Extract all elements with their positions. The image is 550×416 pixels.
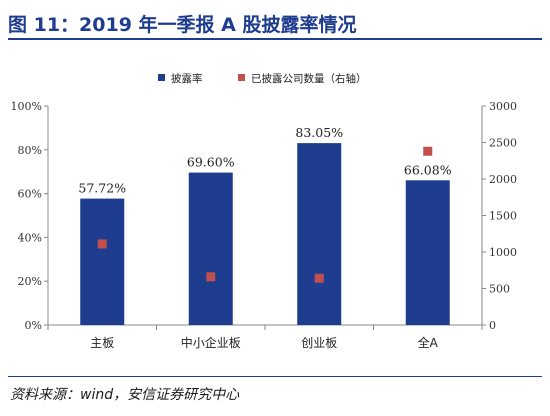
- right-axis-tick-label: 3000: [489, 100, 517, 113]
- left-axis-tick-label: 100%: [11, 100, 42, 113]
- count-marker-2: [314, 273, 324, 283]
- source-divider: [8, 376, 542, 377]
- disclosure-chart: 披露率 已披露公司数量（右轴） 0% 20% 40% 60% 80% 100% 0 500 1000…: [11, 72, 517, 350]
- legend-label-disclosure-rate: 披露率: [171, 72, 203, 85]
- right-axis-tick-label: 0: [489, 319, 496, 332]
- chart-area: 披露率 已披露公司数量（右轴） 0% 20% 40% 60% 80% 100% 0 500 1000…: [8, 58, 542, 378]
- right-axis-tick-label: 500: [489, 283, 510, 296]
- count-marker-3: [423, 146, 433, 156]
- category-label: 全A: [418, 335, 439, 350]
- bar-3: [405, 180, 450, 325]
- legend-swatch-disclosure-rate: [158, 74, 165, 81]
- right-axis-tick-label: 2000: [489, 173, 517, 186]
- left-axis-tick-label: 60%: [18, 188, 42, 201]
- bar-2: [297, 143, 342, 325]
- figure-title: 图 11：2019 年一季报 A 股披露率情况: [8, 14, 357, 36]
- source-note: 资料来源：wind，安信证券研究中心: [10, 387, 240, 403]
- left-axis-tick-label: 0%: [25, 319, 42, 332]
- category-label: 创业板: [301, 336, 337, 350]
- category-label: 主板: [90, 336, 114, 350]
- right-axis-tick-label: 1000: [489, 246, 517, 259]
- right-axis-tick-label: 1500: [489, 210, 517, 223]
- bar-data-label: 57.72%: [78, 181, 126, 196]
- bar-data-label: 69.60%: [187, 155, 235, 170]
- legend-label-disclosed-count: 已披露公司数量（右轴）: [251, 72, 367, 85]
- right-axis-tick-label: 2500: [489, 137, 517, 150]
- bar-data-label: 66.08%: [404, 162, 452, 177]
- count-marker-0: [97, 239, 107, 249]
- left-axis-tick-label: 80%: [18, 144, 42, 157]
- left-axis-tick-label: 40%: [18, 231, 42, 244]
- bar-data-label: 83.05%: [295, 125, 343, 140]
- bar-1: [188, 172, 233, 325]
- figure-header: 图 11：2019 年一季报 A 股披露率情况: [8, 6, 542, 40]
- legend-swatch-disclosed-count: [238, 74, 245, 81]
- bar-0: [80, 198, 125, 325]
- left-axis-tick-label: 20%: [18, 275, 42, 288]
- category-label: 中小企业板: [181, 335, 241, 350]
- count-marker-1: [206, 272, 216, 282]
